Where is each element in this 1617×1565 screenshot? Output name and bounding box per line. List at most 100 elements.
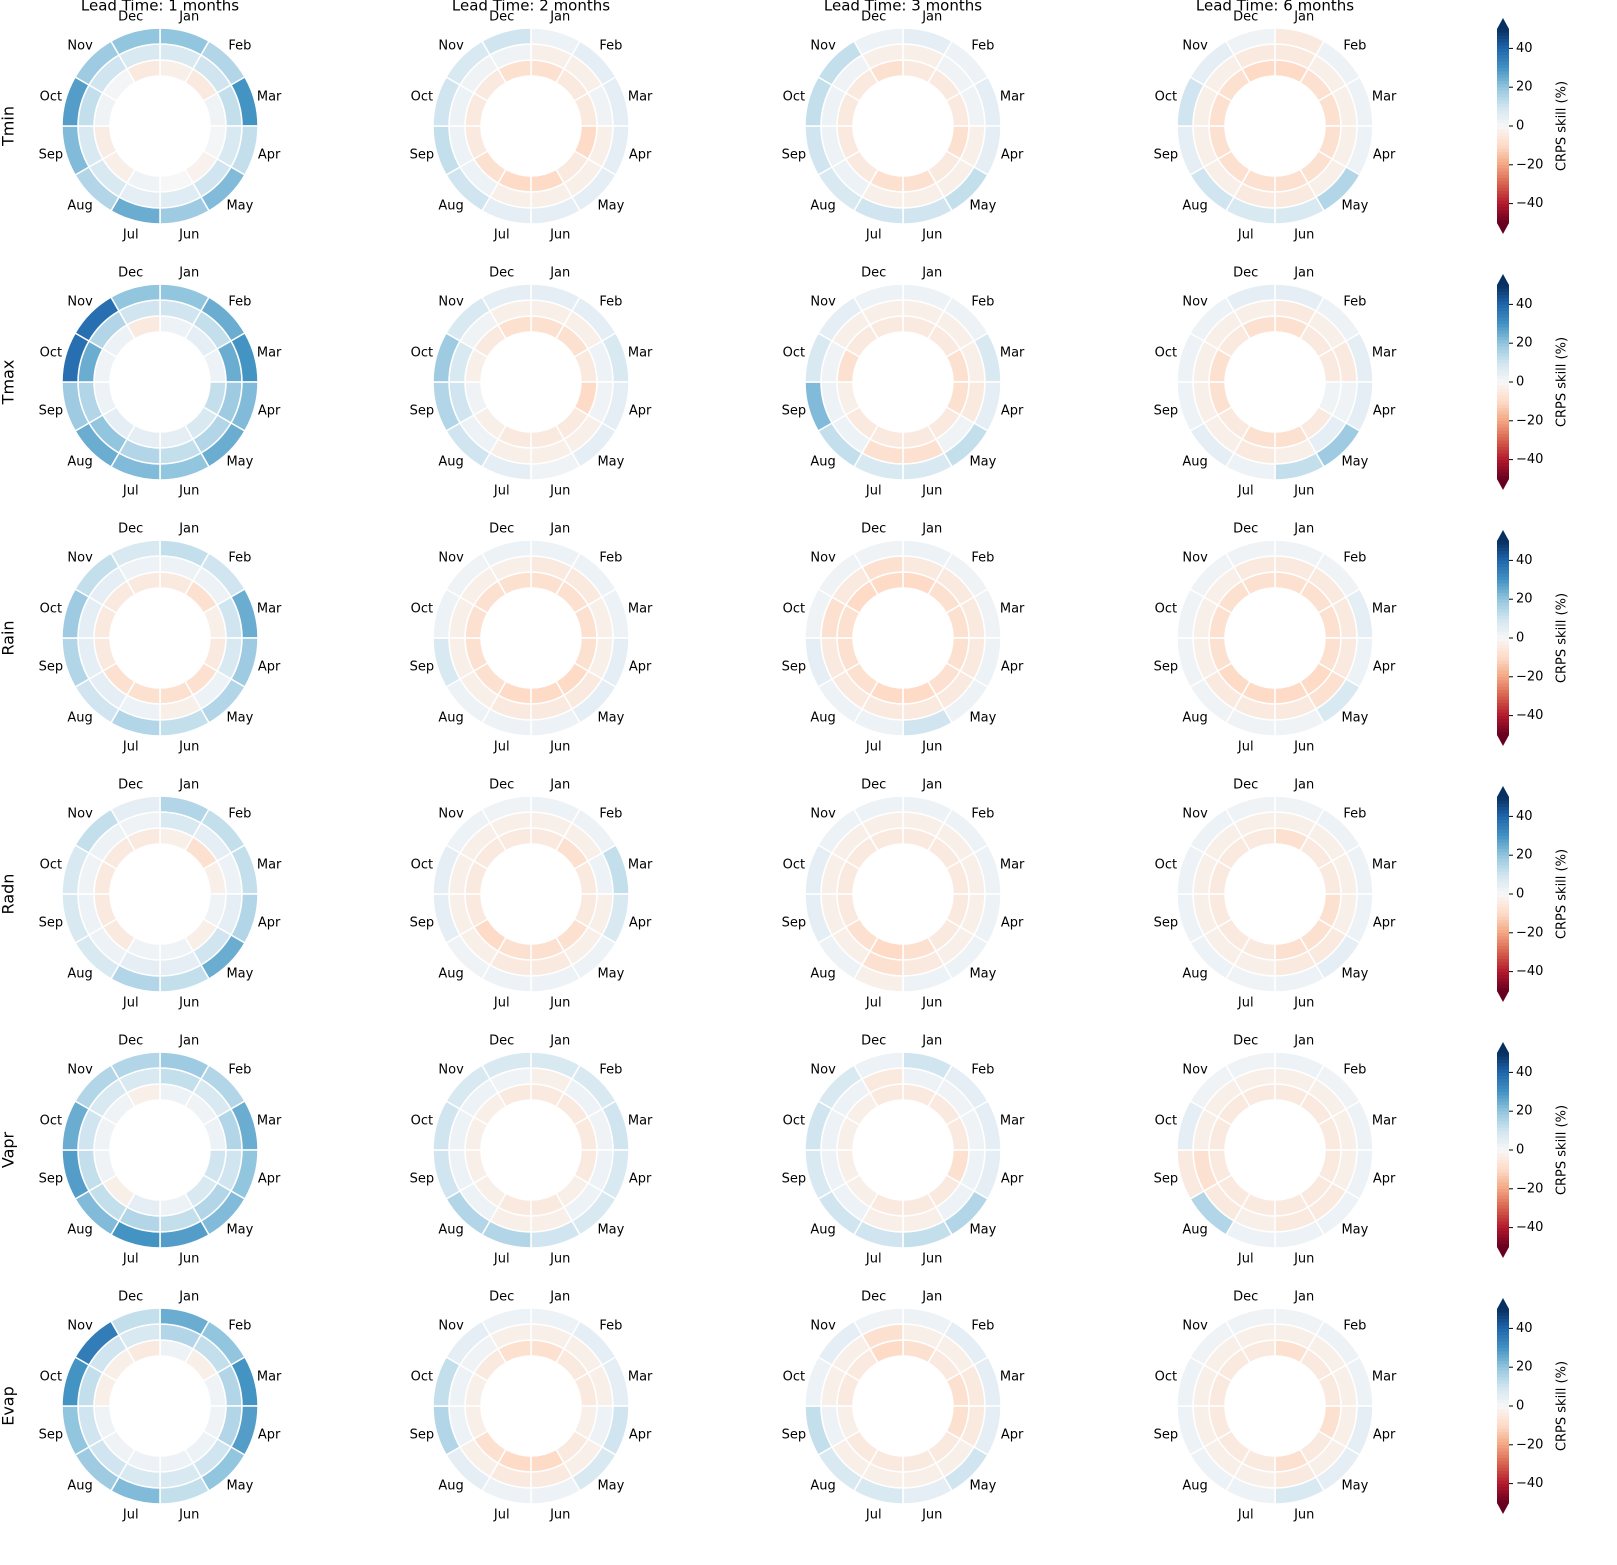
colorbar-slice (1497, 1434, 1509, 1439)
month-label: Jul (493, 484, 510, 499)
colorbar-slice (1497, 1386, 1509, 1391)
month-label: Jul (1237, 740, 1254, 755)
month-label: Sep (410, 148, 435, 163)
colorbar-slice (1497, 906, 1509, 911)
colorbar-slice (1497, 637, 1509, 642)
month-label: Dec (1233, 521, 1258, 536)
colorbar-slice (1497, 608, 1509, 613)
polar-chart: Jan Feb Mar Apr May Jun Jul Aug Sep Oct Nov Dec (410, 265, 653, 498)
month-label: Sep (782, 1172, 807, 1187)
month-label: Apr (1001, 148, 1024, 163)
colorbar-slice (1497, 1172, 1509, 1177)
month-label: Sep (782, 148, 807, 163)
month-label: Sep (39, 404, 64, 419)
month-label: Feb (971, 1063, 994, 1078)
colorbar-slice (1497, 1214, 1509, 1219)
colorbar-slice (1497, 77, 1509, 82)
colorbar-slice (1497, 336, 1509, 341)
month-label: Feb (599, 807, 622, 822)
colorbar-extend-max (1497, 530, 1509, 541)
colorbar-slice (1497, 1230, 1509, 1235)
colorbar-slice (1497, 404, 1509, 409)
colorbar-slice (1497, 579, 1509, 584)
colorbar-slice (1497, 644, 1509, 648)
colorbar-slice (1497, 1149, 1509, 1154)
colorbar-slice (1497, 1204, 1509, 1209)
colorbar-slice (1497, 1489, 1509, 1494)
colorbar: −40 −20 0 20 40 CRPS skill (%) (1497, 786, 1570, 1002)
colorbar-slice (1497, 219, 1509, 224)
colorbar-slice (1497, 439, 1509, 444)
month-label: Jan (1293, 1033, 1314, 1048)
colorbar-slice (1497, 28, 1509, 33)
colorbar-slice (1497, 1360, 1509, 1365)
month-label: Mar (1000, 857, 1025, 872)
month-label: Aug (810, 1222, 835, 1237)
month-label: Jul (865, 1508, 882, 1523)
colorbar-slice (1497, 1476, 1509, 1481)
month-label: Aug (438, 454, 463, 469)
month-label: Mar (1000, 601, 1025, 616)
month-label: Feb (599, 551, 622, 566)
colorbar-slice (1497, 832, 1509, 837)
month-label: Oct (411, 1113, 433, 1128)
month-label: Jul (493, 228, 510, 243)
month-label: Apr (629, 1172, 652, 1187)
colorbar-slice (1497, 1175, 1509, 1180)
month-label: Aug (438, 710, 463, 725)
polar-chart: Jan Feb Mar Apr May Jun Jul Aug Sep Oct Nov Dec Radn (0, 777, 282, 1010)
colorbar-slice (1497, 1493, 1509, 1497)
colorbar-slice (1497, 598, 1509, 603)
colorbar-slice (1497, 112, 1509, 117)
colorbar-slice (1497, 141, 1509, 146)
colorbar-slice (1497, 884, 1509, 888)
colorbar-slice (1497, 634, 1509, 639)
month-label: Sep (410, 1172, 435, 1187)
month-label: Dec (489, 777, 514, 792)
month-label: Feb (971, 1319, 994, 1334)
colorbar-tick-label: 40 (1516, 809, 1533, 824)
colorbar-slice (1497, 1185, 1509, 1190)
month-label: May (1341, 1222, 1368, 1237)
colorbar-slice (1497, 209, 1509, 214)
colorbar-slice (1497, 174, 1509, 179)
month-label: Mar (257, 601, 282, 616)
month-label: Oct (783, 1113, 805, 1128)
colorbar-slice (1497, 592, 1509, 597)
polar-chart: Jan Feb Mar Apr May Jun Jul Aug Sep Oct Nov DecLead… (1154, 0, 1570, 243)
month-label: May (1341, 966, 1368, 981)
ring-cell (109, 27, 161, 57)
ring-cell (1224, 1051, 1276, 1081)
month-label: May (226, 966, 253, 981)
month-label: May (1341, 454, 1368, 469)
month-label: Jun (1293, 1508, 1314, 1523)
row-label: Rain (0, 620, 18, 655)
colorbar-slice (1497, 670, 1509, 674)
colorbar-slice (1497, 848, 1509, 853)
colorbar-slice (1497, 1444, 1509, 1449)
colorbar-slice (1497, 1162, 1509, 1167)
colorbar-slice (1497, 90, 1509, 94)
month-label: Apr (258, 1428, 281, 1443)
month-label: Nov (438, 295, 464, 310)
colorbar-tick-label: −20 (1516, 925, 1543, 940)
colorbar-slice (1497, 96, 1509, 101)
colorbar-slice (1497, 1178, 1509, 1183)
colorbar-slice (1497, 948, 1509, 953)
colorbar-slice (1497, 806, 1509, 811)
month-label: Feb (228, 807, 251, 822)
colorbar-slice (1497, 1097, 1509, 1102)
colorbar-slice (1497, 796, 1509, 801)
colorbar: −40 −20 0 20 40 CRPS skill (%) (1497, 274, 1570, 490)
colorbar-tick-label: −40 (1516, 452, 1543, 467)
colorbar-slice (1497, 809, 1509, 814)
month-label: Nov (810, 295, 836, 310)
month-label: Feb (228, 551, 251, 566)
polar-chart: JanFebMarAprMayJunJulAugSepOctNovDec−40−… (1154, 265, 1570, 498)
colorbar-slice (1497, 352, 1509, 357)
month-label: May (597, 198, 624, 213)
month-label: Jul (122, 228, 139, 243)
month-label: Aug (1182, 1478, 1207, 1493)
month-label: Jun (549, 1252, 570, 1267)
